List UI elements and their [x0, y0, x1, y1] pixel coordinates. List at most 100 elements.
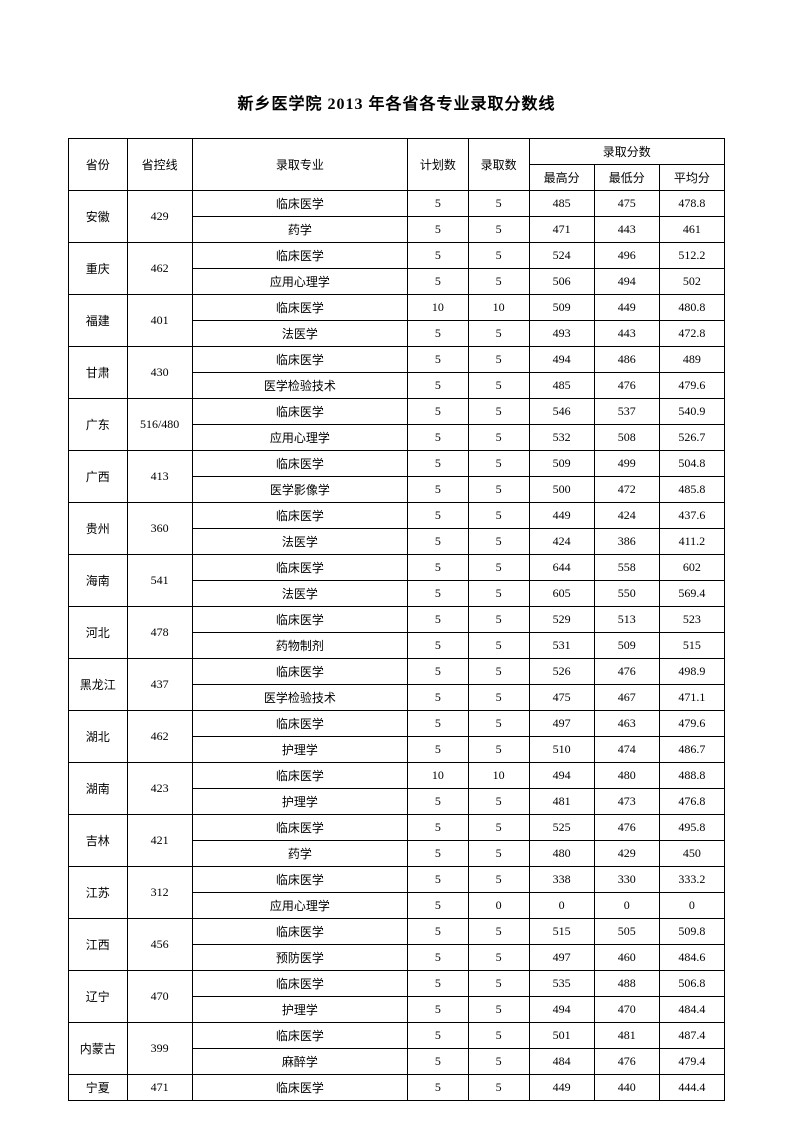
table-row: 江西456临床医学55515505509.8 [69, 919, 725, 945]
cell-province: 河北 [69, 607, 128, 659]
cell-admitted: 10 [468, 295, 529, 321]
header-admitted: 录取数 [468, 139, 529, 191]
cell-max: 497 [529, 945, 594, 971]
table-row: 贵州360临床医学55449424437.6 [69, 503, 725, 529]
cell-admitted: 5 [468, 737, 529, 763]
table-body: 安徽429临床医学55485475478.8药学55471443461重庆462… [69, 191, 725, 1101]
cell-min: 486 [594, 347, 659, 373]
cell-max: 546 [529, 399, 594, 425]
cell-control-line: 312 [127, 867, 192, 919]
cell-province: 湖北 [69, 711, 128, 763]
cell-plan: 5 [408, 1049, 469, 1075]
cell-major: 临床医学 [192, 295, 407, 321]
cell-major: 临床医学 [192, 711, 407, 737]
table-row: 重庆462临床医学55524496512.2 [69, 243, 725, 269]
cell-major: 预防医学 [192, 945, 407, 971]
cell-plan: 5 [408, 555, 469, 581]
cell-admitted: 5 [468, 529, 529, 555]
cell-min: 330 [594, 867, 659, 893]
cell-min: 508 [594, 425, 659, 451]
cell-max: 485 [529, 373, 594, 399]
cell-max: 494 [529, 347, 594, 373]
cell-major: 临床医学 [192, 971, 407, 997]
cell-avg: 487.4 [659, 1023, 724, 1049]
cell-plan: 5 [408, 841, 469, 867]
cell-major: 法医学 [192, 581, 407, 607]
cell-avg: 476.8 [659, 789, 724, 815]
cell-major: 麻醉学 [192, 1049, 407, 1075]
cell-plan: 5 [408, 1023, 469, 1049]
table-row: 甘肃430临床医学55494486489 [69, 347, 725, 373]
cell-admitted: 5 [468, 815, 529, 841]
cell-province: 宁夏 [69, 1075, 128, 1101]
cell-admitted: 5 [468, 919, 529, 945]
cell-avg: 526.7 [659, 425, 724, 451]
cell-major: 临床医学 [192, 243, 407, 269]
cell-province: 江西 [69, 919, 128, 971]
table-header: 省份 省控线 录取专业 计划数 录取数 录取分数 最高分 最低分 平均分 [69, 139, 725, 191]
cell-province: 江苏 [69, 867, 128, 919]
cell-province: 福建 [69, 295, 128, 347]
cell-province: 广西 [69, 451, 128, 503]
cell-control-line: 423 [127, 763, 192, 815]
cell-avg: 411.2 [659, 529, 724, 555]
cell-plan: 10 [408, 763, 469, 789]
cell-avg: 512.2 [659, 243, 724, 269]
cell-major: 临床医学 [192, 763, 407, 789]
cell-control-line: 456 [127, 919, 192, 971]
cell-min: 550 [594, 581, 659, 607]
cell-max: 524 [529, 243, 594, 269]
cell-control-line: 471 [127, 1075, 192, 1101]
cell-admitted: 10 [468, 763, 529, 789]
cell-min: 460 [594, 945, 659, 971]
cell-control-line: 430 [127, 347, 192, 399]
cell-avg: 488.8 [659, 763, 724, 789]
cell-min: 429 [594, 841, 659, 867]
cell-plan: 5 [408, 893, 469, 919]
cell-max: 605 [529, 581, 594, 607]
cell-admitted: 5 [468, 477, 529, 503]
cell-control-line: 470 [127, 971, 192, 1023]
cell-major: 临床医学 [192, 1023, 407, 1049]
table-row: 广西413临床医学55509499504.8 [69, 451, 725, 477]
cell-control-line: 437 [127, 659, 192, 711]
cell-avg: 540.9 [659, 399, 724, 425]
cell-control-line: 399 [127, 1023, 192, 1075]
cell-min: 440 [594, 1075, 659, 1101]
cell-major: 临床医学 [192, 555, 407, 581]
cell-plan: 5 [408, 711, 469, 737]
cell-min: 386 [594, 529, 659, 555]
cell-major: 临床医学 [192, 659, 407, 685]
cell-max: 501 [529, 1023, 594, 1049]
cell-plan: 5 [408, 737, 469, 763]
cell-max: 525 [529, 815, 594, 841]
cell-plan: 10 [408, 295, 469, 321]
table-row: 广东516/480临床医学55546537540.9 [69, 399, 725, 425]
cell-major: 护理学 [192, 789, 407, 815]
cell-plan: 5 [408, 529, 469, 555]
cell-max: 510 [529, 737, 594, 763]
cell-min: 505 [594, 919, 659, 945]
cell-min: 424 [594, 503, 659, 529]
cell-max: 497 [529, 711, 594, 737]
cell-admitted: 5 [468, 789, 529, 815]
cell-admitted: 5 [468, 841, 529, 867]
cell-province: 内蒙古 [69, 1023, 128, 1075]
cell-plan: 5 [408, 971, 469, 997]
cell-major: 临床医学 [192, 867, 407, 893]
cell-major: 临床医学 [192, 191, 407, 217]
cell-max: 509 [529, 451, 594, 477]
cell-province: 辽宁 [69, 971, 128, 1023]
cell-plan: 5 [408, 217, 469, 243]
cell-plan: 5 [408, 373, 469, 399]
cell-major: 临床医学 [192, 347, 407, 373]
header-control-line: 省控线 [127, 139, 192, 191]
cell-min: 481 [594, 1023, 659, 1049]
cell-province: 湖南 [69, 763, 128, 815]
table-row: 辽宁470临床医学55535488506.8 [69, 971, 725, 997]
cell-avg: 509.8 [659, 919, 724, 945]
cell-major: 应用心理学 [192, 893, 407, 919]
cell-max: 515 [529, 919, 594, 945]
cell-avg: 480.8 [659, 295, 724, 321]
cell-control-line: 429 [127, 191, 192, 243]
